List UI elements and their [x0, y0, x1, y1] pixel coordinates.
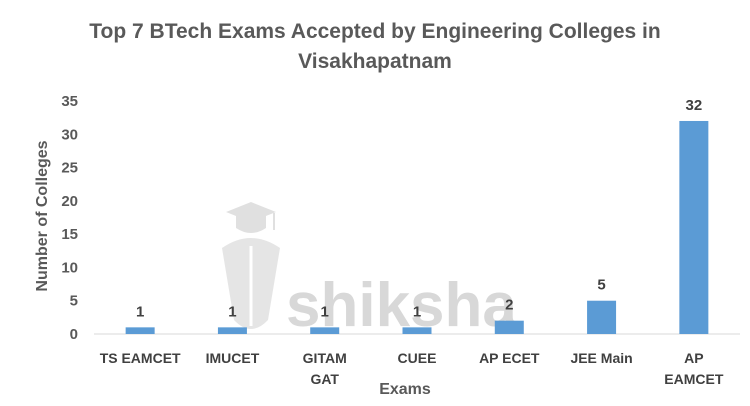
y-tick-label: 15 [61, 226, 78, 243]
y-axis-ticks: 0 5 10 15 20 25 30 35 [61, 93, 78, 343]
bar [402, 327, 432, 334]
y-axis-label: Number of Colleges [34, 140, 51, 291]
x-tick-label: AP ECET [479, 350, 540, 366]
bars-group [125, 120, 709, 334]
y-tick-label: 10 [61, 259, 78, 276]
bar-data-label: 1 [228, 303, 236, 320]
bar [494, 320, 524, 334]
bar-data-label: 2 [505, 297, 513, 314]
y-tick-label: 5 [70, 293, 78, 310]
bar-data-label: 5 [597, 277, 605, 294]
bar [679, 120, 709, 334]
bar [310, 327, 340, 334]
bar-data-label: 32 [686, 97, 703, 114]
y-tick-label: 25 [61, 160, 78, 177]
shiksha-logo-icon [222, 202, 280, 329]
x-tick-label: TS EAMCET [100, 350, 181, 366]
bar-data-label: 1 [413, 303, 421, 320]
y-tick-label: 30 [61, 126, 78, 143]
x-tick-label: GITAM GAT [303, 350, 347, 387]
shiksha-watermark: shiksha [222, 202, 517, 340]
x-tick-label: AP EAMCET [664, 350, 724, 387]
chart-title-line-1: Top 7 BTech Exams Accepted by Engineerin… [89, 20, 660, 43]
x-tick-label: IMUCET [206, 350, 260, 366]
bar [125, 327, 155, 334]
bar-data-label: 1 [321, 303, 329, 320]
y-tick-label: 0 [70, 326, 78, 343]
x-tick-label: JEE Main [570, 350, 632, 366]
bar [217, 327, 247, 334]
bar-data-label: 1 [136, 303, 144, 320]
chart-title-line-2: Visakhapatnam [298, 50, 452, 73]
x-axis-label: Exams [379, 381, 431, 398]
bar [587, 300, 617, 334]
x-tick-label: CUEE [398, 350, 437, 366]
data-labels-group: 1 1 1 1 2 5 32 [136, 97, 702, 320]
y-tick-label: 35 [61, 93, 78, 110]
y-tick-label: 20 [61, 193, 78, 210]
x-axis-ticks: TS EAMCET IMUCET GITAM GAT CUEE AP ECET JEE Ma… [100, 350, 724, 387]
